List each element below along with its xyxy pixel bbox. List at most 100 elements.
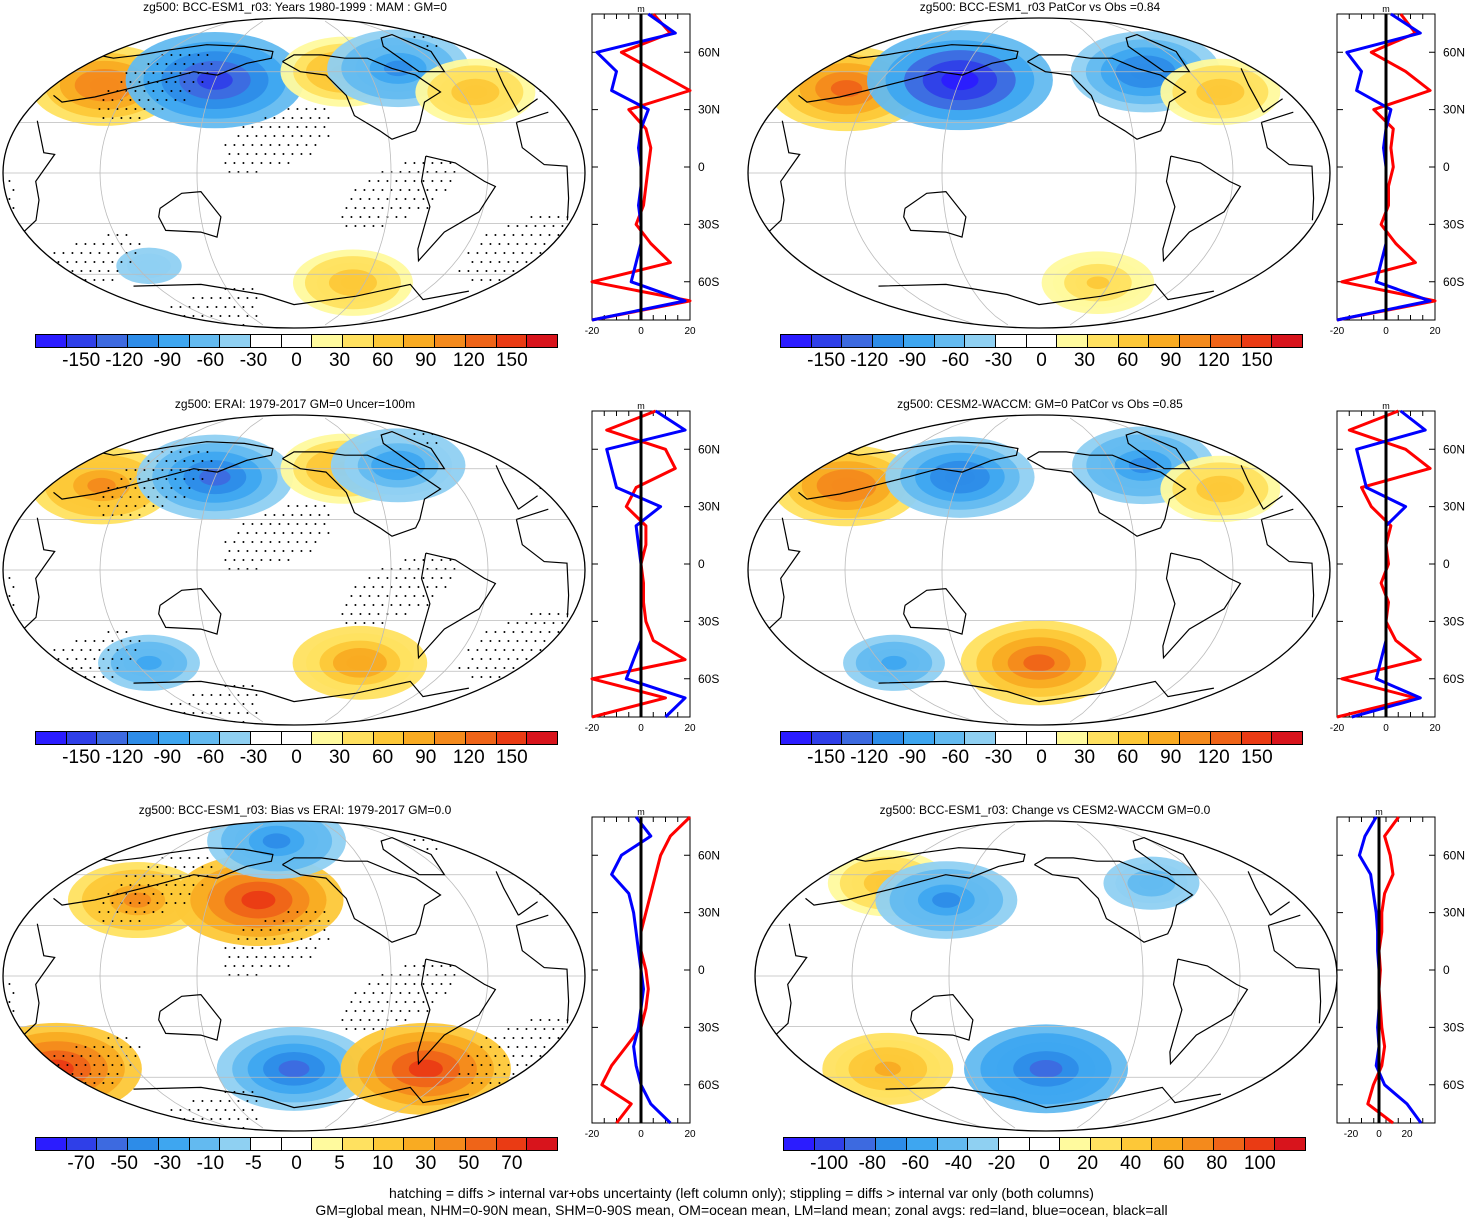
- anomaly-blob: [932, 892, 961, 908]
- lat-tick-label: 60N: [1443, 442, 1465, 456]
- colorbar-cell: [343, 335, 374, 347]
- colorbar-tick-label: 80: [1206, 1153, 1228, 1174]
- anomaly-blob: [89, 77, 120, 94]
- colorbar-cell: [373, 335, 405, 347]
- colorbar-tick-label: -30: [239, 747, 268, 768]
- zonal-ocean-curve: [605, 409, 687, 719]
- colorbar-cell: [1149, 732, 1181, 744]
- anomaly-blob: [1029, 1059, 1063, 1078]
- lat-tick-label: 0: [698, 557, 705, 571]
- colorbar-cell: [373, 1138, 405, 1150]
- panel-title: zg500: BCC-ESM1_r03: Bias vs ERAI: 1979-…: [138, 803, 452, 817]
- colorbar-cell: [1152, 1138, 1184, 1150]
- colorbar-cell: [781, 335, 812, 347]
- panel-title: zg500: BCC-ESM1_r03: Years 1980-1999 : M…: [143, 0, 447, 14]
- coastlines: [23, 33, 570, 306]
- colorbar-tick-label: 120: [1197, 747, 1230, 768]
- anomaly-blob: [39, 1059, 74, 1079]
- zonal-x-tick-label: 20: [684, 326, 696, 337]
- lat-tick-label: 30S: [1443, 1020, 1464, 1034]
- colorbar-cell: [435, 335, 466, 347]
- zonal-x-tick-label: 20: [1429, 723, 1441, 734]
- lat-tick-label: 60S: [1443, 672, 1464, 686]
- colorbar-tick-label: 5: [334, 1153, 345, 1174]
- colorbar: [35, 334, 558, 348]
- colorbar-tick-label: 70: [501, 1153, 523, 1174]
- zonal-x-tick-label: 20: [684, 1129, 696, 1140]
- panel-title: zg500: ERAI: 1979-2017 GM=0 Uncer=100m: [174, 397, 416, 411]
- anomaly-blob: [241, 890, 276, 910]
- colorbar-cell: [968, 1138, 999, 1150]
- lat-tick-label: 30N: [1443, 500, 1465, 514]
- colorbar-cell: [435, 1138, 466, 1150]
- colorbar-cell: [1029, 1138, 1061, 1150]
- lat-tick-label: 60S: [1443, 1078, 1464, 1092]
- colorbar-labels: -150 -120 -90 -60 -30 0 30 60 90 120 150: [780, 747, 1303, 769]
- colorbar-tick-label: -90: [153, 350, 182, 371]
- colorbar-tick-label: -120: [105, 747, 144, 768]
- panel-1: zg500: BCC-ESM1_r03: Years 1980-1999 : M…: [0, 0, 745, 390]
- lat-tick-label: 0: [1443, 160, 1450, 174]
- colorbar-cell: [465, 1138, 497, 1150]
- panel-5: zg500: BCC-ESM1_r03: Bias vs ERAI: 1979-…: [0, 803, 745, 1183]
- colorbar: [783, 1137, 1306, 1151]
- colorbar-cell: [934, 335, 966, 347]
- colorbar-cell: [281, 335, 313, 347]
- lat-tick-label: 60N: [1443, 848, 1465, 862]
- colorbar-tick-label: 30: [415, 1153, 437, 1174]
- map-and-zonal-plot: 60N 30N 0 30S 60S -20 0 20 m: [747, 401, 1465, 734]
- footer-line-2: GM=global mean, NHM=0-90N mean, SHM=0-90…: [315, 1202, 1168, 1218]
- coastlines: [768, 430, 1315, 703]
- colorbar-tick-label: 150: [1240, 747, 1273, 768]
- colorbar-tick-label: 90: [415, 350, 437, 371]
- anomaly-blob: [1023, 654, 1055, 672]
- map-and-zonal-plot: 60N 30N 0 30S 60S -20 0 20 m: [747, 4, 1465, 337]
- colorbar-tick-label: -90: [898, 350, 927, 371]
- colorbar-cell: [250, 1138, 282, 1150]
- colorbar-cell: [465, 335, 497, 347]
- anomaly-blob: [1208, 85, 1233, 99]
- panel-title: zg500: BCC-ESM1_r03 PatCor vs Obs =0.84: [919, 0, 1161, 14]
- colorbar-cell: [312, 1138, 344, 1150]
- zonal-x-tick-label: -20: [585, 326, 600, 337]
- colorbar-cell: [128, 1138, 159, 1150]
- map-border: [2, 414, 586, 726]
- map-and-zonal-plot: 60N 30N 0 30S 60S -20 0 20 m: [2, 4, 720, 337]
- zonal-frame: [1336, 816, 1436, 1124]
- anomaly-blob: [881, 655, 907, 670]
- colorbar-cell: [995, 732, 1027, 744]
- zonal-x-tick-label: 0: [638, 723, 644, 734]
- zonal-land-curve: [590, 12, 692, 322]
- zonal-unit-label: m: [637, 4, 645, 14]
- colorbar-cell: [1057, 335, 1089, 347]
- zonal-land-curve: [590, 409, 687, 719]
- anomaly-blob: [463, 85, 488, 99]
- colorbar-cell: [1118, 335, 1150, 347]
- colorbar-cell: [220, 1138, 251, 1150]
- colorbar-tick-label: -150: [807, 350, 846, 371]
- map-and-zonal-plot: 60N 30N 0 30S 60S -20 0 20 m: [754, 807, 1465, 1140]
- lat-tick-label: 30S: [698, 1020, 719, 1034]
- colorbar-cell: [1088, 335, 1119, 347]
- anomaly-blob: [340, 276, 365, 290]
- colorbar-cell: [1244, 1138, 1276, 1150]
- lat-tick-label: 60N: [1443, 45, 1465, 59]
- colorbar-cell: [97, 335, 129, 347]
- footer-line-1: hatching = diffs > internal var+obs unce…: [389, 1185, 1094, 1201]
- panel-4: zg500: CESM2-WACCM: GM=0 PatCor vs Obs =…: [745, 397, 1483, 787]
- colorbar-cell: [189, 335, 221, 347]
- zonal-x-tick-label: -20: [585, 723, 600, 734]
- colorbar: [780, 731, 1303, 745]
- colorbar: [35, 731, 558, 745]
- colorbar-cell: [1180, 335, 1211, 347]
- lat-tick-label: 30S: [1443, 614, 1464, 628]
- colorbar-cell: [811, 732, 843, 744]
- zonal-unit-label: m: [637, 807, 645, 817]
- colorbar-tick-label: -50: [110, 1153, 138, 1174]
- colorbar-cell: [496, 732, 528, 744]
- zonal-x-tick-label: 0: [638, 1129, 644, 1140]
- colorbar-tick-label: 30: [328, 350, 351, 371]
- colorbar-tick-label: 60: [1163, 1153, 1185, 1174]
- colorbar-cell: [465, 732, 497, 744]
- colorbar-tick-label: 0: [1036, 747, 1047, 768]
